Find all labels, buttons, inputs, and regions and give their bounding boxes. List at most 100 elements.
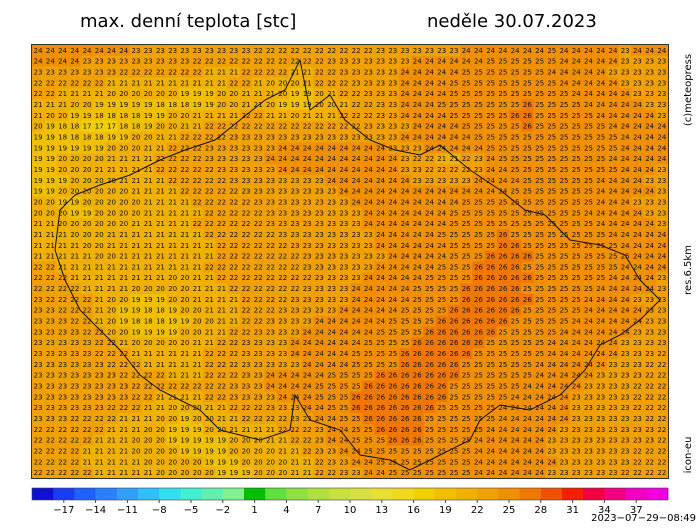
- temperature-cell: [44, 315, 57, 327]
- temperature-value: 26: [413, 339, 422, 347]
- temperature-cell: [56, 250, 69, 262]
- temperature-cell: [68, 229, 82, 241]
- temperature-cell: [32, 304, 45, 316]
- temperature-value: 25: [535, 263, 544, 271]
- temperature-value: 25: [388, 469, 397, 477]
- temperature-value: 25: [437, 458, 446, 466]
- temperature-value: 24: [596, 307, 605, 315]
- temperature-cell: [337, 120, 351, 132]
- temperature-value: 20: [95, 242, 104, 250]
- temperature-cell: [32, 185, 45, 197]
- temperature-value: 20: [83, 166, 92, 174]
- temperature-cell: [178, 174, 192, 187]
- temperature-cell: [239, 153, 253, 165]
- temperature-cell: [631, 358, 644, 371]
- temperature-cell: [203, 261, 216, 273]
- temperature-value: 24: [511, 458, 520, 466]
- temperature-value: 25: [498, 90, 507, 98]
- temperature-value: 23: [291, 177, 300, 185]
- temperature-value: 20: [132, 134, 141, 142]
- temperature-value: 24: [401, 253, 410, 261]
- temperature-cell: [350, 239, 363, 251]
- temperature-cell: [105, 196, 118, 208]
- temperature-value: 24: [339, 177, 348, 185]
- temperature-cell: [68, 174, 82, 187]
- temperature-cell: [496, 283, 510, 295]
- temperature-cell: [276, 153, 290, 165]
- temperature-cell: [215, 77, 228, 89]
- temperature-cell: [288, 304, 302, 316]
- temperature-value: 22: [364, 112, 373, 120]
- temperature-cell: [570, 142, 583, 154]
- temperature-cell: [362, 88, 375, 100]
- temperature-cell: [460, 185, 473, 197]
- temperature-value: 21: [156, 350, 165, 358]
- temperature-value: 24: [609, 58, 618, 66]
- temperature-value: 21: [205, 242, 214, 250]
- temperature-value: 22: [217, 253, 226, 261]
- temperature-value: 20: [229, 447, 238, 455]
- temperature-value: 21: [217, 328, 226, 336]
- temperature-value: 20: [217, 90, 226, 98]
- temperature-cell: [227, 239, 241, 251]
- temperature-cell: [606, 55, 620, 67]
- temperature-value: 23: [450, 177, 459, 185]
- temperature-cell: [362, 131, 375, 143]
- temperature-cell: [447, 131, 461, 143]
- temperature-cell: [655, 185, 669, 197]
- temperature-value: 22: [254, 58, 263, 66]
- temperature-value: 25: [425, 274, 434, 282]
- temperature-cell: [509, 304, 522, 316]
- temperature-value: 22: [229, 242, 238, 250]
- temperature-cell: [533, 142, 546, 154]
- temperature-value: 25: [450, 285, 459, 293]
- temperature-cell: [545, 326, 559, 338]
- temperature-value: 25: [462, 69, 471, 77]
- temperature-value: 24: [376, 263, 385, 271]
- temperature-cell: [68, 304, 82, 316]
- temperature-cell: [362, 369, 375, 381]
- temperature-value: 24: [474, 447, 483, 455]
- temperature-cell: [142, 45, 155, 57]
- temperature-value: 22: [254, 285, 263, 293]
- temperature-value: 23: [621, 361, 630, 369]
- temperature-value: 22: [339, 79, 348, 87]
- temperature-cell: [44, 272, 57, 284]
- temperature-value: 19: [119, 307, 128, 315]
- temperature-cell: [56, 142, 69, 154]
- temperature-value: 21: [180, 79, 189, 87]
- temperature-cell: [655, 207, 669, 219]
- temperature-value: 23: [584, 458, 593, 466]
- temperature-value: 24: [498, 447, 507, 455]
- temperature-value: 23: [46, 307, 55, 315]
- temperature-value: 21: [303, 458, 312, 466]
- temperature-value: 25: [388, 350, 397, 358]
- temperature-value: 23: [657, 274, 666, 282]
- temperature-value: 22: [657, 361, 666, 369]
- temperature-value: 25: [572, 253, 581, 261]
- temperature-value: 23: [645, 198, 654, 206]
- temperature-value: 23: [315, 426, 324, 434]
- temperature-value: 24: [633, 123, 642, 131]
- temperature-cell: [288, 45, 302, 57]
- temperature-value: 23: [547, 469, 556, 477]
- temperature-cell: [447, 239, 461, 251]
- temperature-cell: [93, 120, 106, 132]
- temperature-cell: [594, 337, 608, 349]
- temperature-cell: [533, 358, 546, 371]
- temperature-value: 20: [242, 437, 251, 445]
- temperature-cell: [215, 142, 228, 154]
- temperature-cell: [386, 88, 400, 100]
- temperature-value: 21: [58, 242, 67, 250]
- temperature-value: 23: [376, 123, 385, 131]
- temperature-cell: [276, 185, 290, 197]
- temperature-value: 25: [560, 274, 569, 282]
- temperature-value: 23: [315, 447, 324, 455]
- temperature-cell: [325, 315, 339, 327]
- temperature-value: 23: [278, 339, 287, 347]
- temperature-value: 25: [523, 285, 532, 293]
- temperature-cell: [423, 391, 436, 403]
- temperature-cell: [521, 239, 534, 251]
- temperature-cell: [93, 109, 106, 122]
- temperature-cell: [313, 358, 326, 371]
